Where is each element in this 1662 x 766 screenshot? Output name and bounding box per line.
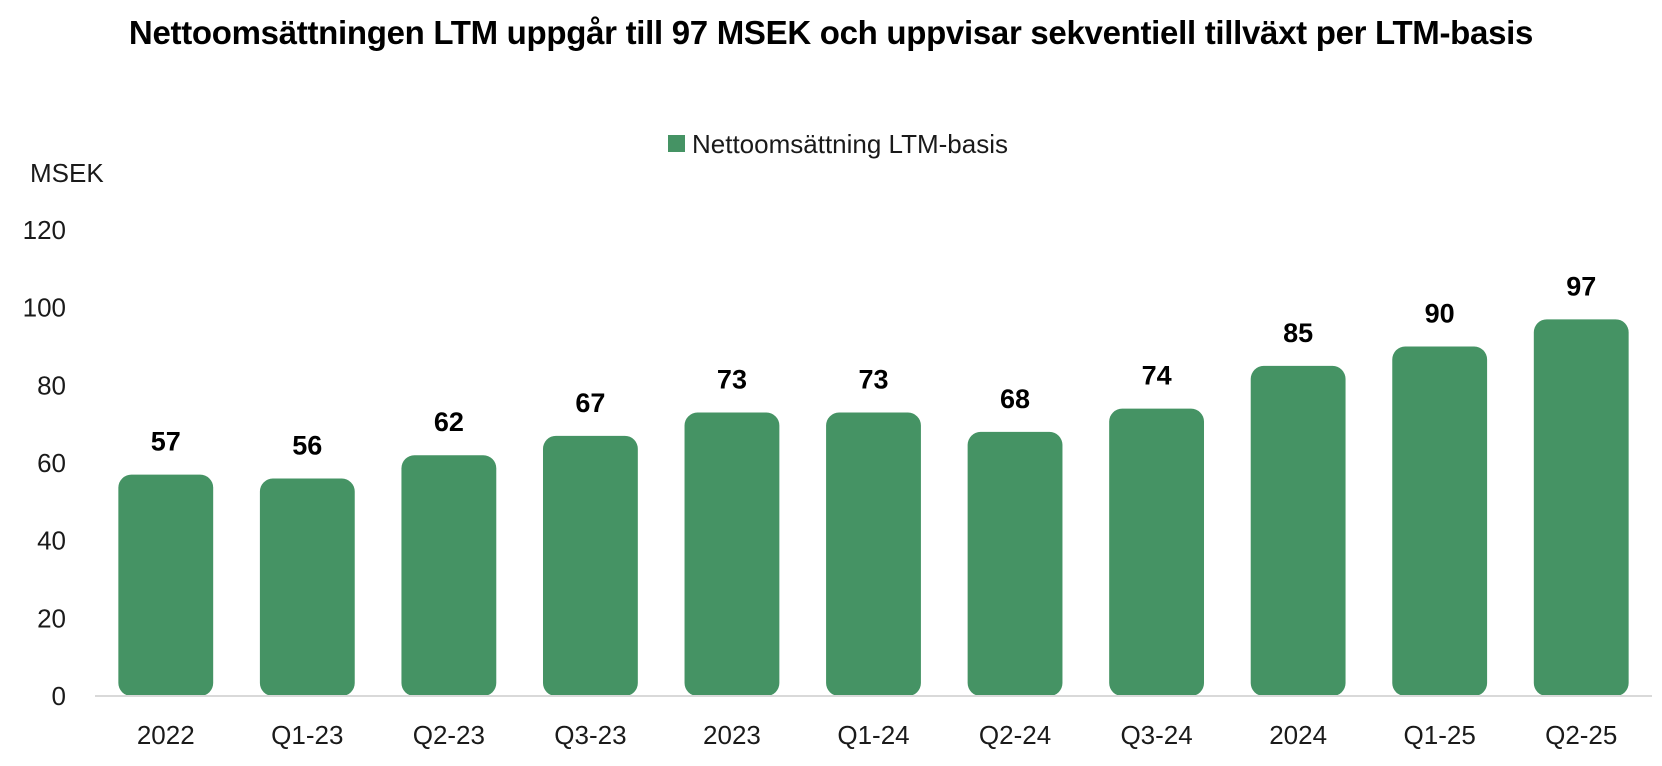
y-tick-label: 20: [37, 603, 66, 633]
data-labels: 57 56 62 67 73 73 68 74 85 90 97: [151, 271, 1597, 460]
bar: [684, 412, 780, 696]
data-label: 57: [151, 427, 181, 457]
bar: [1250, 365, 1346, 696]
y-axis-ticks: 0 20 40 60 80 100 120: [23, 215, 66, 711]
x-tick-label: Q3-23: [554, 720, 626, 750]
data-label: 85: [1283, 318, 1313, 348]
chart-title: Nettoomsättningen LTM uppgår till 97 MSE…: [128, 14, 1534, 51]
y-axis-unit-label: MSEK: [30, 158, 104, 188]
x-tick-label: Q2-23: [413, 720, 485, 750]
bar: [967, 431, 1063, 696]
bar: [1392, 346, 1488, 696]
bars: [118, 319, 1629, 696]
x-tick-label: Q1-24: [837, 720, 909, 750]
x-tick-label: 2023: [703, 720, 761, 750]
x-tick-label: Q3-24: [1120, 720, 1192, 750]
bar: [118, 474, 214, 696]
data-label: 56: [292, 431, 322, 461]
data-label: 67: [575, 388, 605, 418]
bar: [1109, 408, 1205, 696]
x-tick-label: Q1-25: [1404, 720, 1476, 750]
x-tick-label: Q2-24: [979, 720, 1051, 750]
y-tick-label: 40: [37, 526, 66, 556]
x-axis-labels: 2022 Q1-23 Q2-23 Q3-23 2023 Q1-24 Q2-24 Q3-24 20…: [137, 720, 1618, 750]
data-label: 90: [1425, 299, 1455, 329]
data-label: 68: [1000, 384, 1030, 414]
x-tick-label: 2022: [137, 720, 195, 750]
bar: [542, 435, 638, 696]
x-tick-label: Q2-25: [1545, 720, 1617, 750]
y-tick-label: 120: [23, 215, 66, 245]
data-label: 74: [1142, 361, 1172, 391]
data-label: 73: [717, 365, 747, 395]
data-label: 97: [1566, 271, 1596, 301]
legend-swatch: [668, 135, 685, 152]
y-tick-label: 100: [23, 293, 66, 323]
y-tick-label: 0: [52, 681, 66, 711]
legend-label: Nettoomsättning LTM-basis: [692, 129, 1008, 159]
x-tick-label: Q1-23: [271, 720, 343, 750]
x-tick-label: 2024: [1269, 720, 1327, 750]
legend: Nettoomsättning LTM-basis: [668, 129, 1008, 159]
data-label: 73: [858, 365, 888, 395]
bar: [1533, 319, 1629, 696]
y-tick-label: 60: [37, 448, 66, 478]
bar: [401, 455, 497, 696]
bar: [259, 478, 355, 696]
data-label: 62: [434, 407, 464, 437]
bar: [826, 412, 921, 696]
y-tick-label: 80: [37, 370, 66, 400]
